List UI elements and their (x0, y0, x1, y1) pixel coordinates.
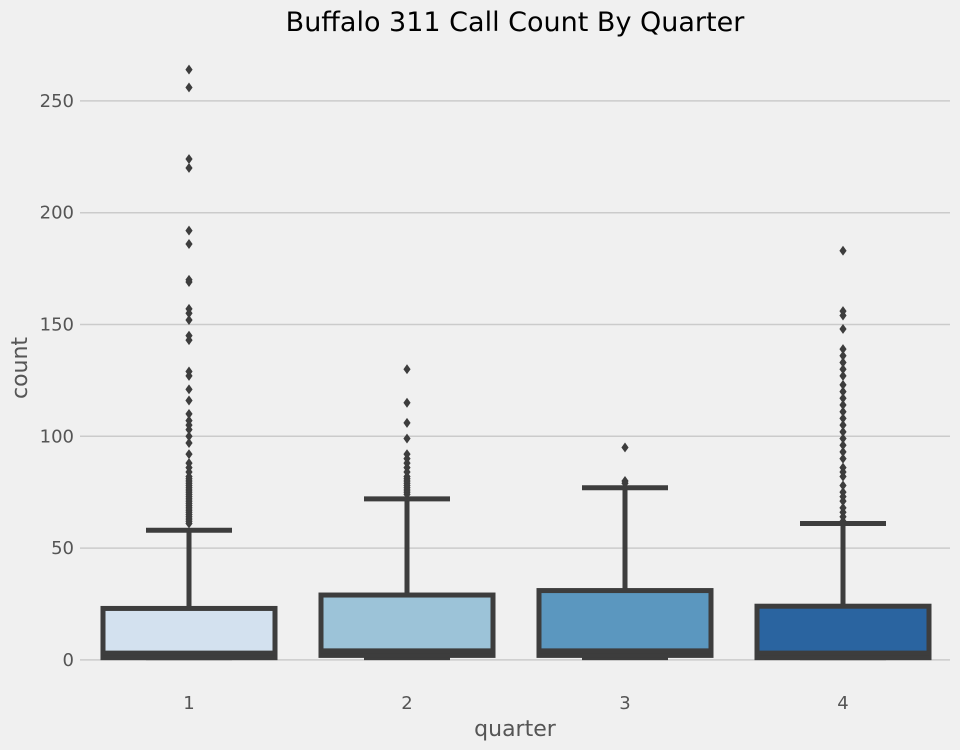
outlier-point (185, 82, 193, 93)
outlier-point (185, 274, 193, 285)
outlier-point (185, 163, 193, 173)
outlier-point (839, 462, 847, 473)
outlier-point (185, 395, 193, 406)
outlier-point (839, 386, 847, 397)
y-tick-label: 100 (40, 426, 74, 447)
outlier-point (185, 154, 193, 164)
iqr-box (100, 605, 278, 661)
outlier-point (185, 449, 193, 460)
outlier-point (185, 431, 193, 442)
outlier-point (185, 64, 193, 75)
box-group (100, 64, 278, 661)
iqr-box (318, 592, 496, 658)
outlier-point (839, 245, 847, 256)
outlier-point (185, 458, 193, 469)
outlier-point (185, 415, 193, 426)
y-tick-label: 150 (40, 314, 74, 335)
outlier-point (839, 406, 847, 417)
outlier-point (403, 433, 411, 444)
box-group (536, 442, 714, 661)
chart-title: Buffalo 311 Call Count By Quarter (286, 7, 746, 38)
outlier-point (839, 344, 847, 355)
outlier-point (185, 330, 193, 341)
y-tick-label: 200 (40, 203, 74, 224)
box-group (754, 245, 932, 661)
outlier-point (839, 453, 847, 464)
x-tick-label: 4 (837, 693, 848, 714)
outlier-point (839, 433, 847, 444)
outlier-point (839, 487, 847, 498)
outlier-point (839, 393, 847, 404)
outlier-point (839, 370, 847, 381)
x-tick-label: 3 (619, 693, 630, 714)
outlier-point (621, 476, 629, 486)
outlier-point (185, 303, 193, 314)
y-tick-label: 50 (51, 538, 74, 559)
outlier-point (185, 438, 193, 448)
outlier-point (621, 442, 629, 453)
outlier-point (403, 449, 411, 460)
box-series (100, 64, 932, 661)
iqr-box (536, 588, 714, 658)
outlier-point (839, 364, 847, 375)
outlier-point (185, 384, 193, 395)
x-tick-label: 2 (401, 693, 412, 714)
outlier-point (839, 324, 847, 334)
x-tick-label: 1 (183, 693, 194, 714)
outlier-point (839, 379, 847, 390)
outlier-point (839, 357, 847, 368)
outlier-point (839, 400, 847, 410)
outlier-point (403, 397, 411, 408)
iqr-box (754, 603, 932, 661)
outlier-point (839, 446, 847, 457)
outlier-point (839, 502, 847, 513)
tick-labels: 0 50 100 150 200 250 1 2 3 4 (40, 91, 849, 714)
outlier-point (185, 239, 193, 249)
x-axis-label: quarter (474, 717, 557, 742)
box-group (318, 364, 496, 661)
outlier-point (185, 366, 193, 377)
outlier-point (839, 420, 847, 431)
outlier-point (839, 426, 847, 437)
y-tick-label: 250 (40, 91, 74, 112)
outlier-point (839, 413, 847, 424)
outlier-point (403, 417, 411, 428)
outlier-point (839, 350, 847, 361)
outlier-point (403, 364, 411, 375)
y-tick-label: 0 (63, 650, 74, 671)
outlier-point (839, 440, 847, 451)
y-axis-label: count (8, 337, 33, 399)
outlier-point (185, 408, 193, 419)
outlier-point (839, 306, 847, 317)
outlier-point (185, 225, 193, 236)
outlier-point (839, 480, 847, 491)
outlier-point (185, 315, 193, 325)
